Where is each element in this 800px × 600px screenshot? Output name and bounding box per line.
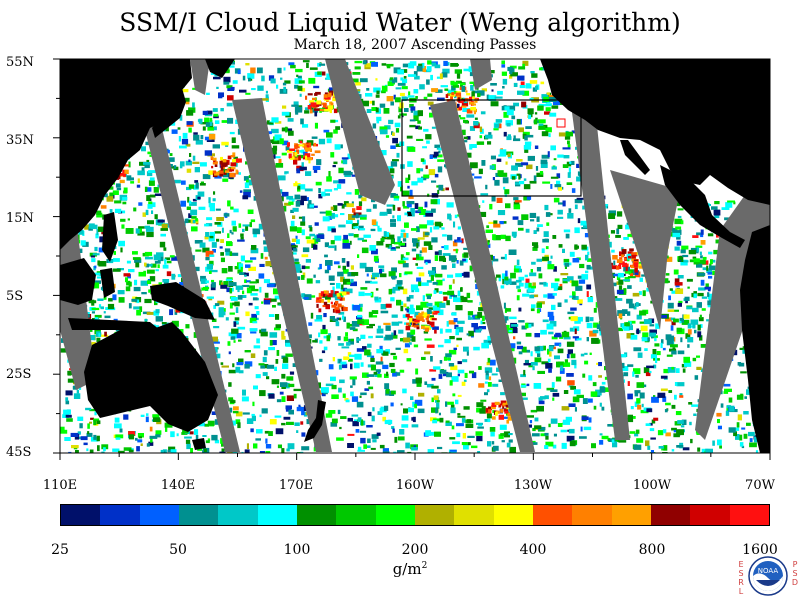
colorbar-swatch — [611, 505, 651, 525]
colorbar-swatch — [532, 505, 573, 525]
colorbar-swatch — [178, 505, 219, 525]
colorbar-label-800: 800 — [638, 542, 666, 558]
colorbar-swatch — [493, 505, 533, 525]
lon-label-70w: 70W — [745, 478, 775, 493]
colorbar-units: g/m2 — [392, 560, 428, 578]
colorbar-label-200: 200 — [401, 542, 429, 558]
colorbar-swatch — [100, 505, 140, 525]
lon-label-130w: 130W — [513, 478, 553, 493]
colorbar — [60, 504, 770, 526]
lat-label-15n: 15N — [6, 211, 34, 226]
colorbar-swatch — [454, 505, 494, 525]
colorbar-swatch — [650, 505, 691, 525]
colorbar-label-50: 50 — [169, 542, 187, 558]
colorbar-swatch — [729, 505, 769, 525]
noaa-logo: NOAA — [748, 556, 788, 596]
colorbar-swatch — [375, 505, 415, 525]
lat-label-45s: 45S — [6, 445, 32, 460]
lat-label-55n: 55N — [6, 55, 34, 70]
land-masses — [60, 59, 770, 453]
lat-label-35n: 35N — [6, 133, 34, 148]
colorbar-swatch — [414, 505, 455, 525]
colorbar-label-100: 100 — [283, 542, 311, 558]
lon-label-170e: 170E — [278, 478, 314, 493]
lon-label-140e: 140E — [160, 478, 196, 493]
colorbar-swatch — [572, 505, 612, 525]
colorbar-swatch — [690, 505, 730, 525]
colorbar-swatch — [61, 505, 101, 525]
colorbar-label-400: 400 — [519, 542, 547, 558]
lat-label-5s: 5S — [6, 289, 24, 304]
colorbar-swatch — [336, 505, 376, 525]
chart-title: SSM/I Cloud Liquid Water (Weng algorithm… — [119, 8, 681, 37]
colorbar-swatch — [139, 505, 179, 525]
lon-label-160w: 160W — [395, 478, 435, 493]
colorbar-label-25: 25 — [51, 542, 69, 558]
chart-subtitle: March 18, 2007 Ascending Passes — [293, 37, 537, 53]
svg-text:NOAA: NOAA — [758, 567, 779, 575]
colorbar-label-1600: 1600 — [742, 542, 778, 558]
region-box — [401, 99, 582, 197]
lon-label-100w: 100W — [632, 478, 672, 493]
colorbar-swatch — [257, 505, 297, 525]
colorbar-swatch — [218, 505, 258, 525]
colorbar-swatch — [296, 505, 337, 525]
lon-label-110e: 110E — [42, 478, 78, 493]
lat-label-25s: 25S — [6, 367, 32, 382]
